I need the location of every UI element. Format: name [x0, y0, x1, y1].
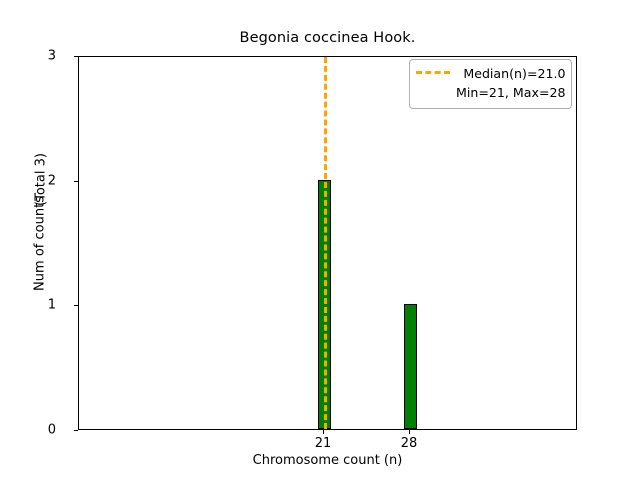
- y-tick-label-2: 2: [47, 173, 56, 189]
- median-line: [324, 57, 327, 429]
- x-axis-label: Chromosome count (n): [252, 453, 403, 468]
- chart-legend: Median(n)=21.0 Min=21, Max=28: [409, 59, 572, 109]
- plot-inner: [79, 57, 576, 429]
- y-tick-label-0: 0: [47, 422, 56, 438]
- x-tick-mark-21: [323, 430, 324, 434]
- y-axis-label-total: (Total 3): [33, 153, 49, 206]
- legend-label-minmax: Min=21, Max=28: [456, 85, 566, 100]
- y-tick-label-1: 1: [47, 297, 56, 313]
- x-tick-label-21: 21: [314, 436, 332, 451]
- legend-label-median: Median(n)=21.0: [463, 66, 566, 81]
- legend-entry-median: Median(n)=21.0 Min=21, Max=28: [416, 64, 567, 104]
- dashed-line-icon: [416, 71, 450, 74]
- x-tick-label-28: 28: [400, 436, 418, 451]
- chart-title: Begonia coccinea Hook.: [239, 30, 416, 46]
- y-tick-mark-1: [74, 305, 78, 307]
- legend-text: Median(n)=21.0 Min=21, Max=28: [456, 64, 567, 102]
- bar-28: [403, 304, 417, 429]
- legend-swatch-wrap: [416, 64, 450, 74]
- x-tick-mark-28: [409, 430, 410, 434]
- y-tick-label-3: 3: [47, 48, 56, 64]
- y-tick-mark-2: [74, 180, 78, 182]
- y-tick-mark-0: [74, 430, 78, 431]
- plot-area: [78, 56, 577, 430]
- y-tick-mark-3: [74, 56, 78, 57]
